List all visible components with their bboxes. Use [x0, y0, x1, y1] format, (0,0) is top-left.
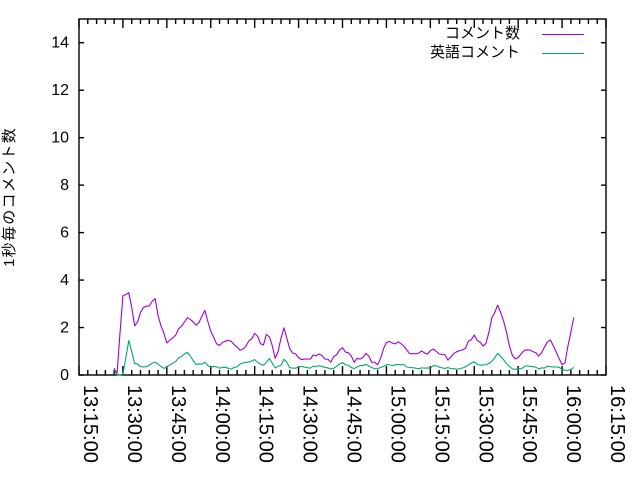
svg-text:14: 14 — [51, 35, 69, 52]
svg-text:13:45:00: 13:45:00 — [167, 385, 189, 463]
svg-text:15:00:00: 15:00:00 — [386, 385, 408, 463]
svg-text:13:15:00: 13:15:00 — [79, 385, 101, 463]
svg-text:0: 0 — [60, 367, 69, 384]
svg-text:10: 10 — [51, 130, 69, 147]
svg-text:英語コメント: 英語コメント — [430, 43, 520, 61]
svg-text:14:00:00: 14:00:00 — [211, 385, 233, 463]
svg-text:8: 8 — [60, 177, 69, 194]
svg-text:13:30:00: 13:30:00 — [123, 385, 145, 463]
svg-text:15:45:00: 15:45:00 — [518, 385, 540, 463]
svg-text:6: 6 — [60, 225, 69, 242]
svg-text:4: 4 — [60, 272, 69, 289]
svg-text:2: 2 — [60, 320, 69, 337]
svg-text:16:15:00: 16:15:00 — [606, 385, 628, 463]
svg-text:14:15:00: 14:15:00 — [255, 385, 277, 463]
svg-text:1秒毎のコメント数: 1秒毎のコメント数 — [1, 127, 18, 267]
svg-text:コメント数: コメント数 — [445, 25, 520, 42]
svg-text:12: 12 — [51, 82, 69, 99]
svg-text:14:45:00: 14:45:00 — [343, 385, 365, 463]
svg-text:14:30:00: 14:30:00 — [299, 385, 321, 463]
svg-text:15:15:00: 15:15:00 — [430, 385, 452, 463]
svg-text:15:30:00: 15:30:00 — [474, 385, 496, 463]
svg-text:16:00:00: 16:00:00 — [562, 385, 584, 463]
